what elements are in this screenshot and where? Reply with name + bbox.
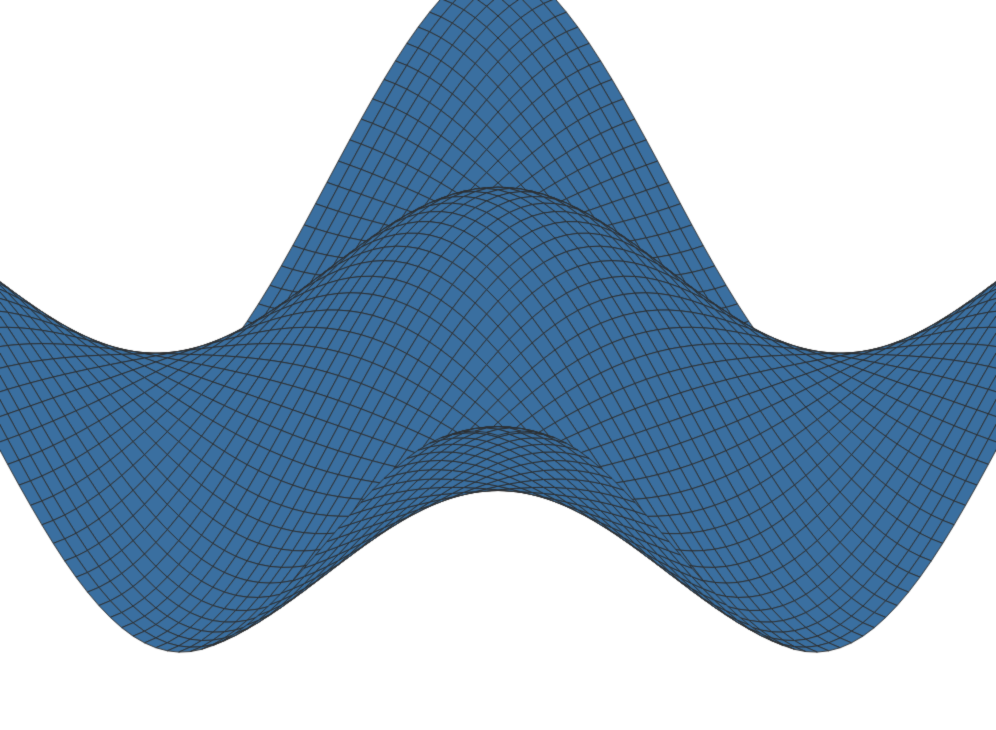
surface-plot [0, 0, 996, 730]
surface-figure [0, 0, 996, 730]
